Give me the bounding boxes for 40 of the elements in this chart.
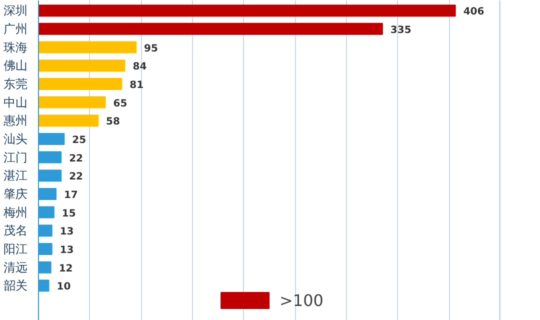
y-tick-label: 湛江 — [4, 168, 28, 183]
bar — [38, 78, 122, 90]
y-tick-label: 佛山 — [4, 58, 28, 73]
y-tick-label: 肇庆 — [4, 186, 28, 201]
data-label: 335 — [390, 24, 412, 36]
data-label: 65 — [113, 98, 128, 110]
data-label: 58 — [106, 116, 120, 128]
y-tick-label: 韶关 — [4, 278, 28, 293]
y-tick-label: 惠州 — [2, 114, 28, 128]
y-tick-label: 广州 — [4, 22, 28, 36]
y-tick-label: 茂名 — [4, 224, 28, 238]
data-label: 13 — [60, 244, 74, 256]
data-label: 25 — [72, 134, 86, 146]
data-label: 406 — [463, 6, 484, 18]
y-tick-label: 东莞 — [4, 76, 28, 91]
bar — [38, 22, 383, 35]
data-label: 22 — [69, 172, 84, 183]
y-tick-label: 梅州 — [2, 205, 28, 220]
data-label: 95 — [144, 43, 158, 54]
data-label: 22 — [69, 153, 84, 164]
data-label: 84 — [132, 62, 147, 73]
data-label: 13 — [60, 226, 74, 238]
y-tick-label: 清远 — [4, 260, 28, 274]
y-tick-label: 珠海 — [4, 40, 28, 54]
bar — [38, 114, 99, 127]
data-label: 15 — [62, 208, 76, 220]
data-label: 10 — [56, 282, 71, 293]
legend-label: >100 — [280, 290, 324, 310]
bar — [38, 4, 456, 17]
bar — [38, 96, 106, 108]
y-tick-label: 江门 — [4, 150, 28, 164]
data-label: 12 — [58, 263, 73, 274]
y-tick-label: 汕头 — [4, 132, 28, 146]
y-tick-label: 阳江 — [4, 242, 28, 256]
data-label: 81 — [130, 80, 144, 91]
bar — [38, 60, 126, 72]
y-tick-label: 中山 — [4, 95, 28, 110]
bar — [38, 41, 137, 54]
data-label: 17 — [64, 190, 78, 201]
y-tick-label: 深圳 — [4, 4, 28, 18]
